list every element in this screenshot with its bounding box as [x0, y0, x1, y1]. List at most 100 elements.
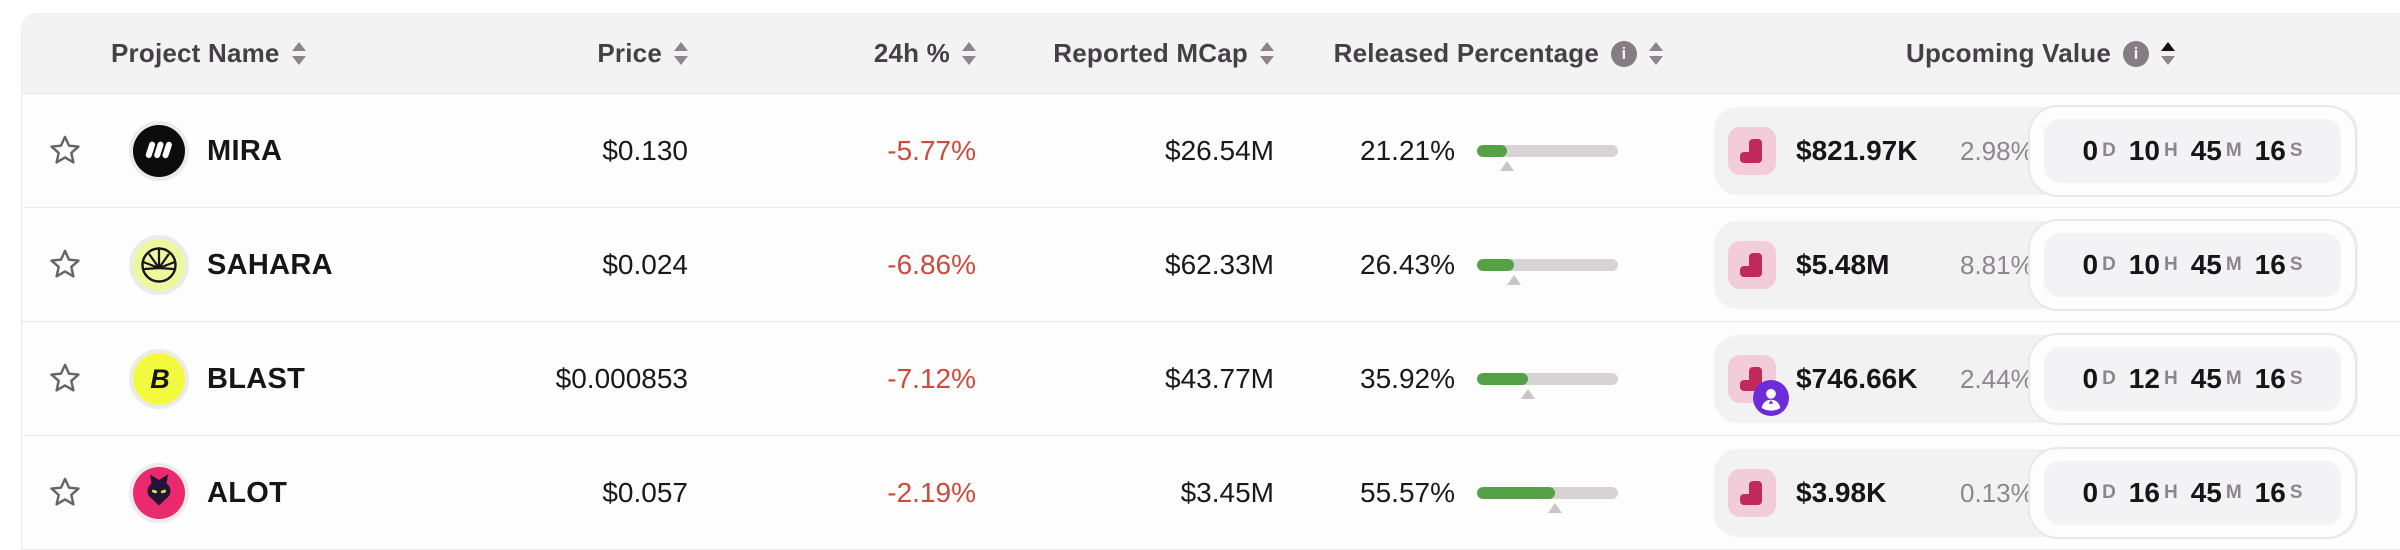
sort-arrows-icon[interactable] [2161, 42, 2176, 65]
countdown-minutes-unit: M [2225, 140, 2242, 161]
released-percentage-value: 35.92% [1360, 363, 1455, 394]
project-logo [129, 121, 189, 181]
countdown-hours: 16 [2128, 477, 2160, 508]
star-icon [49, 477, 80, 506]
investor-badge-icon [1753, 380, 1789, 416]
alot-logo-icon [133, 467, 185, 519]
project-logo [129, 235, 189, 295]
table-row[interactable]: SAHARA $0.024 -6.86% $62.33M 26.43% [22, 208, 2400, 322]
countdown-seconds-unit: S [2289, 254, 2303, 275]
table-row[interactable]: B BLAST $0.000853 -7.12% $43.77M 35.92% [22, 322, 2400, 436]
svg-text:B: B [150, 364, 170, 394]
countdown-days-unit: D [2102, 482, 2116, 503]
countdown-pill: 0 D 10 H 45 M 16 S [2028, 219, 2357, 311]
star-icon [49, 363, 80, 392]
countdown-days-unit: D [2102, 140, 2116, 161]
countdown-timer: 0 D 10 H 45 M 16 S [2044, 119, 2341, 183]
released-progress-fill [1477, 487, 1556, 499]
upcoming-value: $5.48M [1796, 249, 1890, 280]
project-logo: B [129, 349, 189, 409]
change-24h-value: -6.86% [887, 249, 976, 280]
project-logo [129, 463, 189, 523]
change-24h-value: -5.77% [887, 135, 976, 166]
countdown-seconds: 16 [2254, 249, 2286, 280]
sahara-logo-icon [133, 239, 185, 291]
reported-mcap-value: $62.33M [1165, 249, 1274, 280]
star-icon [49, 249, 80, 278]
countdown-days: 0 [2082, 363, 2099, 394]
countdown-seconds-unit: S [2289, 368, 2303, 389]
upcoming-percent: 2.98% [1960, 135, 2034, 166]
countdown-hours-unit: H [2163, 140, 2178, 161]
released-progress-fill [1477, 145, 1507, 157]
released-progress-bar [1477, 145, 1618, 171]
header-cell-upcoming-value[interactable]: Upcoming Value i [1681, 38, 2400, 69]
favorite-star-button[interactable] [22, 475, 107, 511]
upcoming-value: $746.66K [1796, 363, 1918, 394]
price-value: $0.024 [602, 249, 688, 280]
countdown-seconds: 16 [2254, 477, 2286, 508]
header-cell-reported-mcap[interactable]: Reported MCap [978, 38, 1276, 69]
table-body: MIRA $0.130 -5.77% $26.54M 21.21% [22, 94, 2400, 550]
released-marker-icon [1520, 389, 1535, 399]
project-cell[interactable]: B BLAST [107, 349, 422, 409]
change-24h-value: -2.19% [887, 477, 976, 508]
released-percentage-cell: 35.92% [1276, 363, 1681, 399]
table-row[interactable]: MIRA $0.130 -5.77% $26.54M 21.21% [22, 94, 2400, 208]
table-header: Project Name Price 24h % Reported MCap R… [22, 14, 2400, 94]
upcoming-value-cell: $5.48M 8.81% 0 D 10 H 45 M 16 S [1681, 208, 2400, 322]
upcoming-value-cell: $821.97K 2.98% 0 D 10 H 45 M 16 S [1681, 94, 2400, 208]
released-percentage-cell: 55.57% [1276, 477, 1681, 513]
project-cell[interactable]: SAHARA [107, 235, 422, 295]
countdown-days-unit: D [2102, 368, 2116, 389]
released-percentage-value: 55.57% [1360, 477, 1455, 508]
cliff-unlock-icon [1728, 127, 1776, 175]
header-cell-price[interactable]: Price [422, 38, 690, 69]
favorite-star-button[interactable] [22, 247, 107, 283]
countdown-days: 0 [2082, 477, 2099, 508]
favorite-star-button[interactable] [22, 133, 107, 169]
header-cell-released-percentage[interactable]: Released Percentage i [1276, 38, 1681, 69]
released-progress-fill [1477, 259, 1515, 271]
countdown-hours: 12 [2128, 363, 2160, 394]
project-cell[interactable]: MIRA [107, 121, 422, 181]
countdown-minutes: 45 [2190, 135, 2222, 166]
countdown-seconds-unit: S [2289, 140, 2303, 161]
project-name: BLAST [207, 362, 306, 395]
table-row[interactable]: ALOT $0.057 -2.19% $3.45M 55.57% [22, 436, 2400, 550]
released-marker-icon [1548, 503, 1563, 513]
released-marker-icon [1507, 275, 1522, 285]
favorite-star-button[interactable] [22, 361, 107, 397]
cliff-unlock-icon [1728, 469, 1776, 517]
upcoming-value: $3.98K [1796, 477, 1887, 508]
released-percentage-value: 21.21% [1360, 135, 1455, 166]
sort-arrows-icon[interactable] [962, 42, 976, 65]
released-percentage-value: 26.43% [1360, 249, 1455, 280]
upcoming-value-cell: $746.66K 2.44% 0 D 12 H 45 M 16 S [1681, 322, 2400, 436]
info-icon[interactable]: i [1611, 40, 1637, 67]
project-cell[interactable]: ALOT [107, 463, 422, 523]
countdown-minutes-unit: M [2225, 368, 2242, 389]
sort-arrows-icon[interactable] [291, 42, 306, 65]
countdown-timer: 0 D 16 H 45 M 16 S [2044, 461, 2341, 525]
released-progress-bar [1477, 373, 1618, 399]
countdown-pill: 0 D 10 H 45 M 16 S [2028, 105, 2357, 197]
sort-arrows-icon[interactable] [1649, 42, 1663, 65]
header-cell-project-name[interactable]: Project Name [107, 38, 422, 69]
upcoming-percent: 2.44% [1960, 363, 2034, 394]
countdown-pill: 0 D 16 H 45 M 16 S [2028, 447, 2357, 539]
info-icon[interactable]: i [2123, 40, 2150, 67]
countdown-days-unit: D [2102, 254, 2116, 275]
released-marker-icon [1499, 161, 1514, 171]
reported-mcap-value: $3.45M [1180, 477, 1274, 508]
token-unlock-table: Project Name Price 24h % Reported MCap R… [21, 13, 2400, 550]
project-name: MIRA [207, 134, 283, 167]
countdown-minutes: 45 [2190, 249, 2222, 280]
countdown-hours: 10 [2128, 135, 2160, 166]
header-cell-24h[interactable]: 24h % [690, 38, 978, 69]
sort-arrows-icon[interactable] [674, 42, 688, 65]
countdown-minutes: 45 [2190, 477, 2222, 508]
countdown-minutes-unit: M [2225, 482, 2242, 503]
sort-arrows-icon[interactable] [1260, 42, 1274, 65]
change-24h-value: -7.12% [887, 363, 976, 394]
